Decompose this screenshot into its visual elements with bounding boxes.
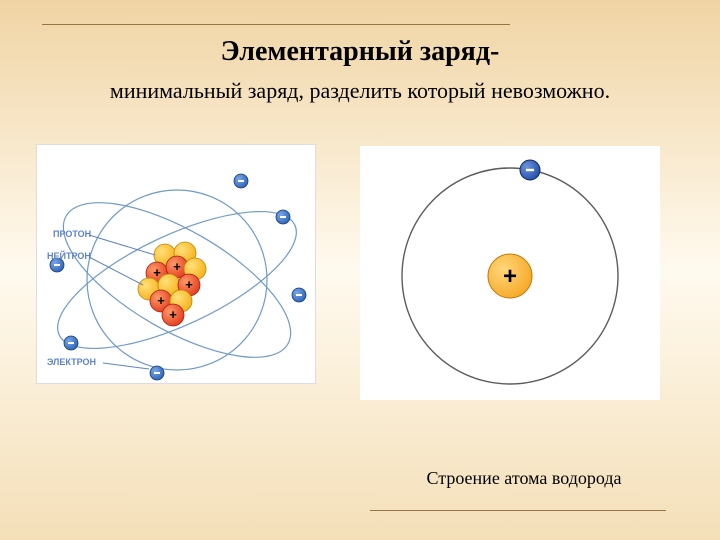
minus-icon [296,294,302,296]
left-atom-diagram: + + + + + ПРОТОН НЕЙТРОН ЭЛЕКТРОН [36,144,316,384]
minus-icon [68,342,74,344]
minus-icon [54,264,60,266]
plus-icon: + [153,265,161,280]
page-title: Элементарный заряд- [0,36,720,68]
bottom-rule [370,510,666,511]
proton-label: ПРОТОН [53,229,91,239]
top-rule [42,24,510,25]
page-subtitle: минимальный заряд, разделить который нев… [0,78,720,104]
electron-label: ЭЛЕКТРОН [47,357,96,367]
plus-icon: + [157,293,165,308]
hydrogen-caption: Строение атома водорода [376,468,672,489]
minus-icon [280,216,286,218]
plus-icon: + [169,307,177,322]
plus-icon: + [173,259,181,274]
plus-icon: + [185,277,193,292]
minus-icon [526,169,534,171]
minus-icon [154,372,160,374]
hydrogen-atom-svg: + [360,146,660,400]
plus-icon: + [503,263,517,290]
neutron-label: НЕЙТРОН [47,250,91,261]
minus-icon [238,180,244,182]
right-hydrogen-diagram: + [360,146,660,400]
complex-atom-svg: + + + + + ПРОТОН НЕЙТРОН ЭЛЕКТРОН [37,145,317,385]
